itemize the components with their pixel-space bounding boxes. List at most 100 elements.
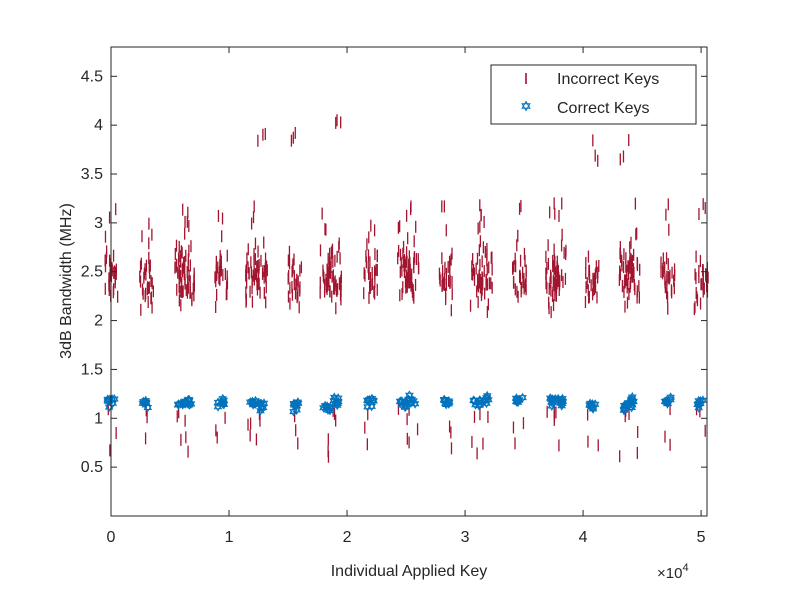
correct-key-point xyxy=(293,399,303,408)
correct-key-point xyxy=(291,399,300,407)
correct-key-point xyxy=(666,392,675,400)
correct-key-point xyxy=(404,396,413,405)
correct-key-point xyxy=(257,403,266,411)
correct-key-point xyxy=(396,399,405,407)
correct-key-point xyxy=(627,402,636,410)
correct-key-point xyxy=(662,398,671,406)
correct-key-point xyxy=(184,395,194,404)
legend-correct-marker xyxy=(521,100,531,112)
y-tick-label: 2 xyxy=(94,313,103,330)
correct-key-point xyxy=(480,397,490,405)
incorrect-keys-marks xyxy=(104,114,709,463)
correct-key-point xyxy=(173,400,183,408)
correct-key-point xyxy=(259,398,269,406)
x-exponent-power: 4 xyxy=(682,562,688,574)
y-tick-label: 1 xyxy=(94,410,103,427)
y-tick-label: 3.5 xyxy=(81,166,103,183)
correct-key-point xyxy=(103,396,113,404)
correct-key-point xyxy=(469,397,478,406)
correct-key-point xyxy=(553,396,563,404)
legend-correct-label: Correct Keys xyxy=(557,100,649,117)
x-tick-label: 4 xyxy=(579,529,588,546)
x-tick-label: 2 xyxy=(343,529,352,546)
correct-key-point xyxy=(480,394,490,403)
x-exponent-label: ×104 xyxy=(657,562,689,582)
correct-key-point xyxy=(511,398,521,407)
correct-key-point xyxy=(513,397,523,405)
correct-key-point xyxy=(518,395,527,403)
correct-key-point xyxy=(254,397,263,406)
correct-key-point xyxy=(404,394,413,402)
x-axis-label: Individual Applied Key xyxy=(331,563,488,580)
correct-key-point xyxy=(332,401,341,409)
correct-key-point xyxy=(662,395,671,404)
correct-key-point xyxy=(369,395,378,404)
correct-key-point xyxy=(469,395,478,403)
correct-key-point xyxy=(332,398,341,406)
correct-key-point xyxy=(184,398,194,407)
x-tick-label: 3 xyxy=(461,529,470,546)
correct-key-point xyxy=(107,394,117,402)
correct-key-point xyxy=(588,398,597,407)
correct-key-point xyxy=(248,397,258,406)
correct-key-point xyxy=(588,404,598,413)
legend-box xyxy=(490,64,697,125)
correct-key-point xyxy=(289,409,298,417)
correct-key-point xyxy=(444,401,453,409)
correct-key-point xyxy=(292,404,301,413)
correct-key-point xyxy=(627,405,636,413)
correct-key-point xyxy=(439,394,449,402)
y-axis-label: 3dB Bandwidth (MHz) xyxy=(58,203,75,359)
correct-key-point xyxy=(173,402,183,410)
correct-key-point xyxy=(323,404,333,413)
correct-key-point xyxy=(695,398,705,406)
correct-key-point xyxy=(619,403,629,411)
correct-key-point xyxy=(367,403,376,412)
correct-key-point xyxy=(521,103,531,112)
axis-ticks: 0 1 2 3 4 5 0.5 1 1.5 2 2.5 3 3.5 4 4.5 xyxy=(81,47,707,546)
correct-keys-marks xyxy=(103,390,708,417)
plot-frame xyxy=(110,46,708,517)
x-tick-label: 5 xyxy=(697,529,706,546)
correct-key-point xyxy=(218,393,227,402)
correct-key-point xyxy=(139,396,148,405)
x-exponent-base: ×10 xyxy=(657,565,682,582)
correct-key-point xyxy=(320,403,330,411)
y-tick-label: 2.5 xyxy=(81,264,103,281)
correct-key-point xyxy=(619,400,629,408)
legend: Incorrect Keys Correct Keys xyxy=(490,64,697,125)
correct-key-point xyxy=(292,407,301,415)
correct-key-point xyxy=(511,396,521,404)
correct-key-point xyxy=(629,399,638,407)
correct-key-point xyxy=(323,407,333,416)
correct-key-point xyxy=(401,403,411,412)
y-tick-label: 4.5 xyxy=(81,68,103,85)
correct-key-point xyxy=(439,397,449,405)
correct-key-point xyxy=(444,398,453,407)
correct-key-point xyxy=(521,100,531,109)
legend-incorrect-label: Incorrect Keys xyxy=(557,71,659,88)
correct-key-point xyxy=(693,399,703,407)
correct-key-point xyxy=(259,400,269,409)
correct-key-point xyxy=(474,402,484,411)
correct-key-point xyxy=(185,399,194,408)
correct-key-point xyxy=(103,398,113,407)
x-tick-label: 0 xyxy=(107,529,116,546)
y-tick-label: 0.5 xyxy=(81,459,103,476)
correct-key-point xyxy=(557,403,566,411)
correct-key-point xyxy=(396,396,405,405)
y-tick-label: 4 xyxy=(94,117,103,134)
correct-key-point xyxy=(213,404,223,412)
correct-key-point xyxy=(248,400,258,408)
correct-key-point xyxy=(695,401,705,409)
y-tick-label: 3 xyxy=(94,215,103,232)
correct-key-point xyxy=(588,401,598,410)
correct-key-point xyxy=(518,392,527,401)
correct-key-point xyxy=(254,400,263,408)
correct-key-point xyxy=(293,397,303,405)
correct-key-point xyxy=(218,396,227,404)
y-tick-label: 1.5 xyxy=(81,361,103,378)
x-tick-label: 1 xyxy=(225,529,234,546)
correct-key-point xyxy=(553,393,563,402)
